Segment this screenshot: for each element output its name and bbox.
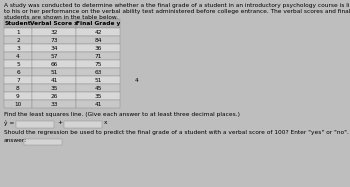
Bar	[32, 68, 76, 76]
Text: A study was conducted to determine whether a the final grade of a student in an : A study was conducted to determine wheth…	[4, 3, 350, 8]
Bar	[4, 76, 32, 84]
Text: 8: 8	[16, 85, 20, 91]
Text: 32: 32	[50, 30, 58, 34]
Text: 51: 51	[50, 70, 58, 74]
Bar	[32, 44, 76, 52]
Bar	[64, 121, 102, 128]
Text: answer:: answer:	[4, 138, 27, 143]
Bar	[76, 84, 120, 92]
Bar	[76, 68, 120, 76]
Bar	[32, 60, 76, 68]
Bar	[76, 52, 120, 60]
Text: 35: 35	[50, 85, 58, 91]
Text: 42: 42	[94, 30, 102, 34]
Bar	[32, 19, 76, 28]
Text: Student: Student	[5, 21, 31, 26]
Bar	[16, 121, 54, 128]
Bar	[76, 19, 120, 28]
Text: 6: 6	[16, 70, 20, 74]
Text: Verbal Score x: Verbal Score x	[30, 21, 78, 26]
Text: 1: 1	[16, 30, 20, 34]
Bar	[32, 76, 76, 84]
Text: 51: 51	[94, 77, 102, 82]
Text: 10: 10	[14, 102, 22, 107]
Text: 5: 5	[16, 62, 20, 67]
Bar	[32, 100, 76, 108]
Text: Find the least squares line. (Give each answer to at least three decimal places.: Find the least squares line. (Give each …	[4, 112, 240, 117]
Bar	[4, 19, 32, 28]
Bar	[4, 84, 32, 92]
Bar	[76, 60, 120, 68]
Bar	[76, 76, 120, 84]
Bar	[4, 60, 32, 68]
Bar	[4, 36, 32, 44]
Bar	[32, 92, 76, 100]
Text: 41: 41	[50, 77, 58, 82]
Bar	[4, 92, 32, 100]
Bar	[4, 44, 32, 52]
Text: 7: 7	[16, 77, 20, 82]
Text: 57: 57	[50, 53, 58, 59]
Text: 34: 34	[50, 45, 58, 50]
Text: 33: 33	[50, 102, 58, 107]
Text: 4: 4	[16, 53, 20, 59]
Bar	[32, 84, 76, 92]
Text: 71: 71	[94, 53, 102, 59]
Text: 35: 35	[94, 94, 102, 99]
Bar	[32, 36, 76, 44]
Bar	[76, 36, 120, 44]
Text: 73: 73	[50, 38, 58, 42]
Text: x: x	[104, 120, 107, 125]
Bar	[76, 28, 120, 36]
Text: Should the regression be used to predict the final grade of a student with a ver: Should the regression be used to predict…	[4, 130, 349, 135]
Text: ŷ =: ŷ =	[4, 120, 14, 125]
Text: 3: 3	[16, 45, 20, 50]
Bar	[4, 28, 32, 36]
Text: 75: 75	[94, 62, 102, 67]
Text: 2: 2	[16, 38, 20, 42]
Text: to his or her performance on the verbal ability test administered before college: to his or her performance on the verbal …	[4, 9, 350, 14]
Text: 26: 26	[50, 94, 58, 99]
Text: 84: 84	[94, 38, 102, 42]
Text: 45: 45	[94, 85, 102, 91]
Bar	[24, 139, 62, 145]
Text: Final Grade y: Final Grade y	[76, 21, 120, 26]
Text: +: +	[57, 120, 62, 125]
Bar	[32, 52, 76, 60]
Text: 63: 63	[94, 70, 102, 74]
Text: 66: 66	[50, 62, 58, 67]
Text: 36: 36	[94, 45, 102, 50]
Bar	[76, 100, 120, 108]
Text: 4: 4	[135, 77, 139, 82]
Text: 9: 9	[16, 94, 20, 99]
Text: 41: 41	[94, 102, 102, 107]
Bar	[4, 100, 32, 108]
Bar	[4, 52, 32, 60]
Text: students are shown in the table below.: students are shown in the table below.	[4, 15, 118, 20]
Bar	[76, 44, 120, 52]
Bar	[4, 68, 32, 76]
Bar	[32, 28, 76, 36]
Bar	[76, 92, 120, 100]
